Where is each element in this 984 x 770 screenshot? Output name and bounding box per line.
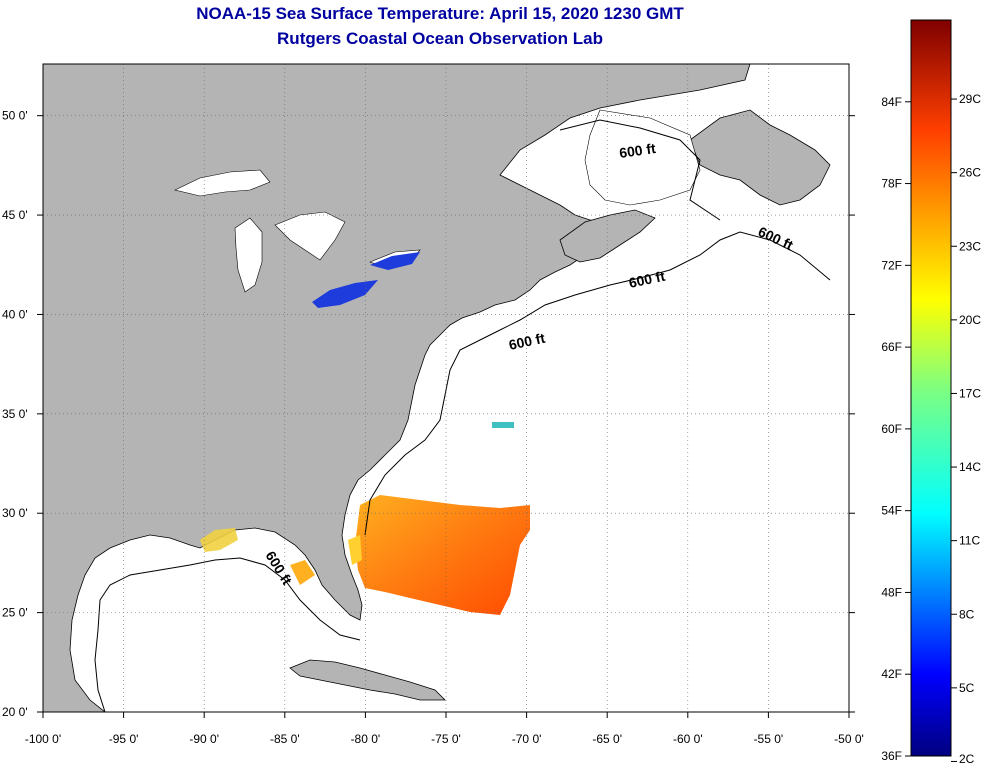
colorbar-c-label: 5C — [959, 681, 975, 695]
lon-tick-label: -50 0' — [834, 732, 864, 746]
gulf-st-lawrence — [584, 109, 701, 206]
lake-erie-sst — [312, 280, 378, 308]
colorbar-f-label: 48F — [881, 585, 902, 599]
lon-tick-label: -60 0' — [673, 732, 703, 746]
lat-tick-label: 50 0' — [2, 109, 28, 123]
lon-tick-label: -100 0' — [25, 732, 61, 746]
colorbar-c-label: 23C — [959, 239, 981, 253]
colorbar-f-label: 72F — [881, 258, 902, 272]
colorbar-gradient — [910, 19, 952, 757]
lat-tick-label: 30 0' — [2, 506, 28, 520]
lat-tick-label: 35 0' — [2, 407, 28, 421]
lon-tick-label: -75 0' — [431, 732, 461, 746]
lon-tick-label: -65 0' — [592, 732, 622, 746]
colorbar-f-label: 78F — [881, 177, 902, 191]
graticule — [43, 64, 849, 712]
lon-tick-label: -85 0' — [270, 732, 300, 746]
colorbar-f-label: 42F — [881, 667, 902, 681]
lat-tick-label: 45 0' — [2, 208, 28, 222]
colorbar-c-label: 14C — [959, 460, 981, 474]
colorbar-f-label: 36F — [881, 749, 902, 763]
contour-label: 600 ft — [618, 140, 657, 161]
lat-tick-label: 20 0' — [2, 705, 28, 719]
colorbar-c-label: 29C — [959, 92, 981, 106]
colorbar-f-label: 54F — [881, 504, 902, 518]
sst-data — [200, 422, 530, 615]
colorbar: 84F 78F 72F 66F 60F 54F 48F 42F 36F 29C 26C 23C 20C… — [881, 19, 981, 766]
landmass-cuba — [289, 659, 446, 701]
colorbar-c-label: 20C — [959, 313, 981, 327]
colorbar-f-label: 66F — [881, 340, 902, 354]
lat-tick-label: 40 0' — [2, 307, 28, 321]
colorbar-fahrenheit-labels: 84F 78F 72F 66F 60F 54F 48F 42F 36F — [881, 95, 911, 763]
lon-tick-label: -90 0' — [189, 732, 219, 746]
landmass-newfoundland — [689, 109, 831, 206]
contour-600ft — [94, 119, 831, 712]
lon-tick-label: -70 0' — [512, 732, 542, 746]
contour-label: 600 ft — [507, 330, 546, 353]
colorbar-c-label: 17C — [959, 386, 981, 400]
colorbar-c-label: 11C — [959, 534, 980, 548]
lat-tick-label: 25 0' — [2, 606, 28, 620]
colorbar-celsius-labels: 29C 26C 23C 20C 17C 14C 11C 8C 5C 2C — [951, 92, 981, 766]
landmass-north-america — [43, 64, 751, 712]
colorbar-c-label: 8C — [959, 607, 975, 621]
longitude-axis: -100 0' -95 0' -90 0' -85 0' -80 0' -75 0' -70… — [25, 712, 864, 746]
colorbar-c-label: 26C — [959, 166, 981, 180]
lake-ontario-sst — [370, 252, 420, 270]
contour-label: 600 ft — [627, 268, 666, 291]
lon-tick-label: -95 0' — [109, 732, 139, 746]
latitude-axis: 20 0' 25 0' 30 0' 35 0' 40 0' 45 0' 50 0' — [2, 109, 855, 719]
lon-tick-label: -55 0' — [754, 732, 784, 746]
colorbar-c-label: 2C — [959, 752, 975, 766]
lon-tick-label: -80 0' — [351, 732, 381, 746]
colorbar-f-label: 60F — [881, 422, 902, 436]
colorbar-f-label: 84F — [881, 95, 902, 109]
map-title: NOAA-15 Sea Surface Temperature: April 1… — [196, 4, 684, 23]
map-subtitle: Rutgers Coastal Ocean Observation Lab — [277, 29, 603, 48]
